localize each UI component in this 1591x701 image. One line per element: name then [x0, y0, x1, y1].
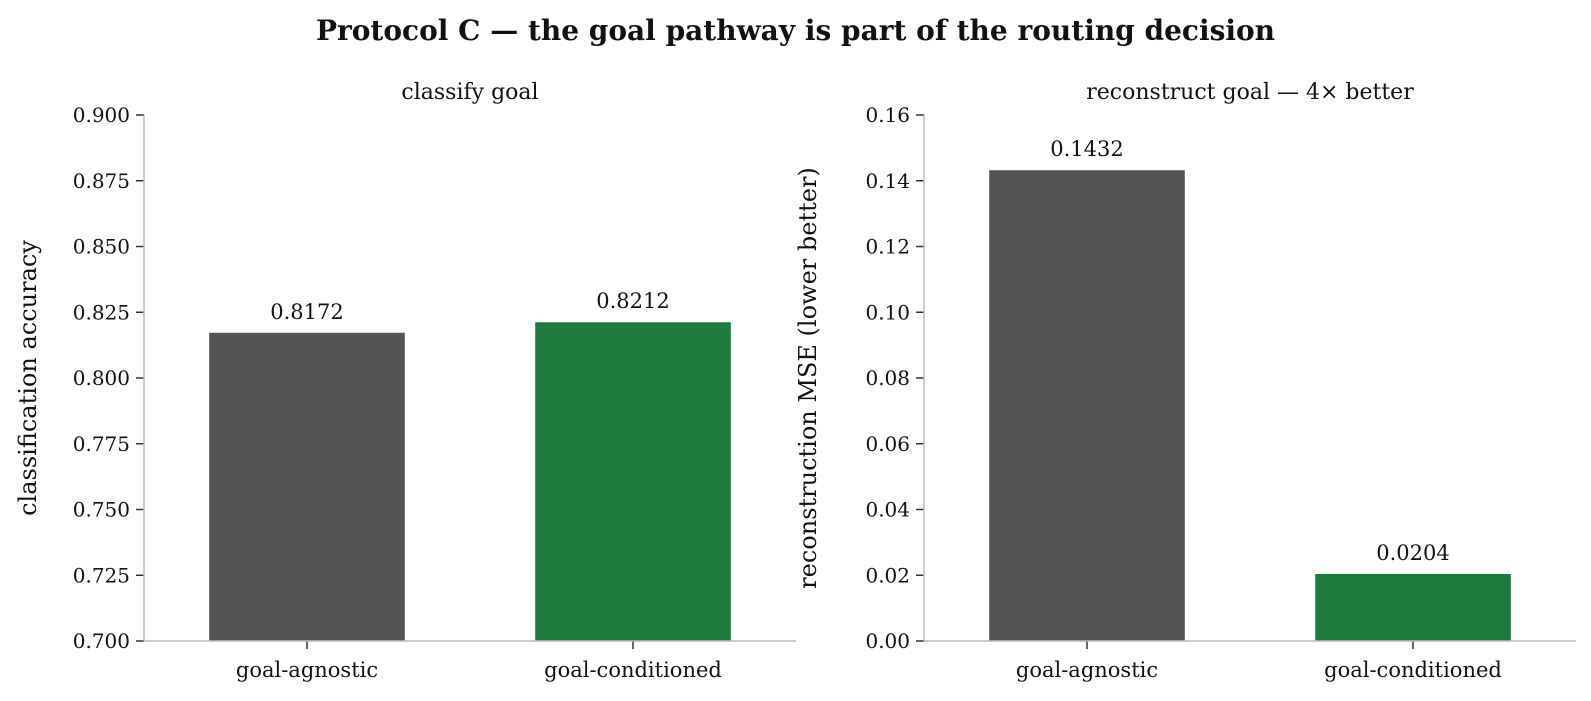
bar-value-label: 0.1432 [1050, 137, 1123, 161]
x-tick-label-goal-agnostic: goal-agnostic [236, 658, 378, 682]
bar-goal-agnostic [989, 170, 1185, 642]
y-tick-label: 0.06 [865, 432, 910, 456]
x-tick-label-goal-conditioned: goal-conditioned [1324, 658, 1502, 682]
x-tick-label-goal-agnostic: goal-agnostic [1016, 658, 1158, 682]
bar-goal-conditioned [535, 322, 731, 641]
y-tick-label: 0.10 [865, 300, 910, 324]
bar-value-label: 0.8172 [270, 300, 343, 324]
bar-value-label: 0.8212 [596, 289, 669, 313]
y-axis-label: reconstruction MSE (lower better) [794, 167, 822, 589]
bar-goal-agnostic [209, 332, 405, 641]
y-tick-label: 0.12 [865, 235, 910, 259]
y-tick-label: 0.02 [865, 563, 910, 587]
y-tick-label: 0.800 [73, 366, 130, 390]
y-tick-label: 0.850 [73, 235, 130, 259]
y-tick-label: 0.775 [73, 432, 130, 456]
y-tick-label: 0.725 [73, 563, 130, 587]
y-tick-label: 0.900 [73, 103, 130, 127]
y-axis-label: classification accuracy [14, 240, 42, 516]
bar-goal-conditioned [1315, 573, 1511, 641]
y-tick-label: 0.00 [865, 629, 910, 653]
figure-title: Protocol C — the goal pathway is part of… [315, 14, 1276, 47]
y-tick-label: 0.08 [865, 366, 910, 390]
chart-panel-reconstruct: reconstruct goal — 4× better reconstructi… [794, 80, 1576, 682]
y-tick-label: 0.14 [865, 169, 910, 193]
y-tick-label: 0.04 [865, 498, 910, 522]
y-tick-label: 0.825 [73, 300, 130, 324]
subplot-title: classify goal [401, 80, 538, 105]
x-tick-label-goal-conditioned: goal-conditioned [544, 658, 722, 682]
y-tick-label: 0.700 [73, 629, 130, 653]
chart-panel-classify: classify goal classification accuracy 0.70… [14, 80, 796, 682]
y-tick-label: 0.16 [865, 103, 910, 127]
y-tick-label: 0.750 [73, 498, 130, 522]
bar-value-label: 0.0204 [1376, 541, 1449, 565]
y-tick-label: 0.875 [73, 169, 130, 193]
subplot-title: reconstruct goal — 4× better [1086, 80, 1414, 105]
